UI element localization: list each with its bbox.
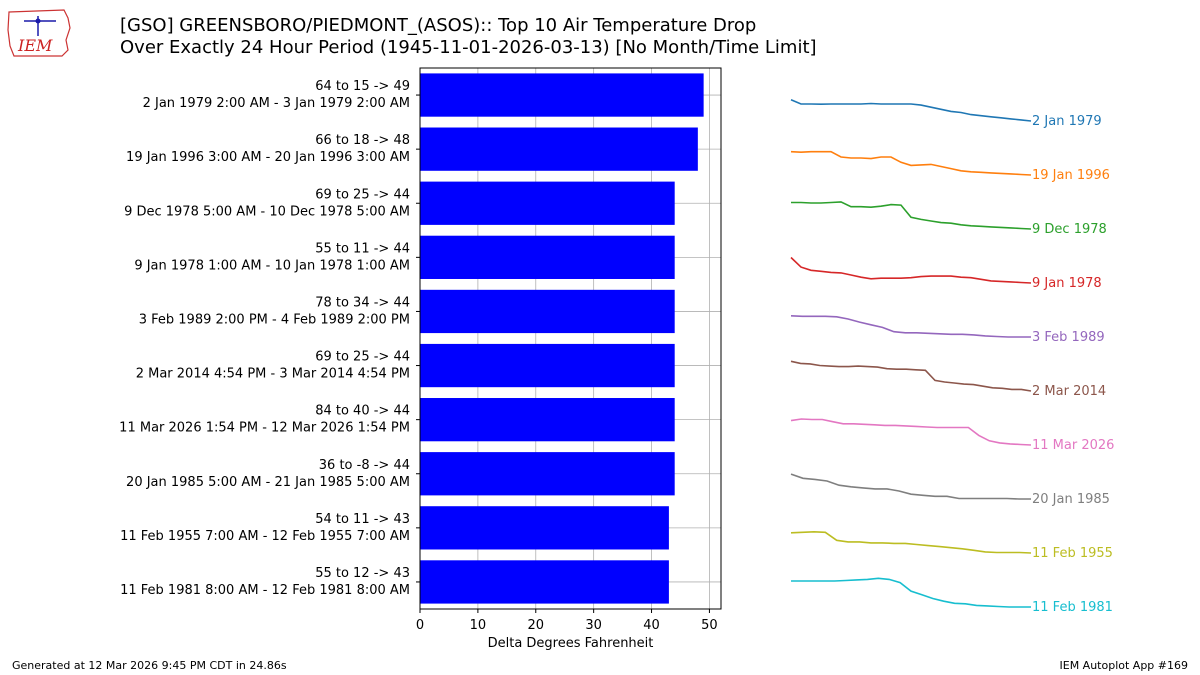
sparkline [790, 315, 1031, 338]
y-tick-label-range: 66 to 18 -> 48 [315, 133, 410, 148]
sparkline [790, 150, 1032, 176]
axes-frame [419, 67, 722, 610]
y-tick-label-range: 84 to 40 -> 44 [315, 404, 410, 419]
iem-logo-text: IEM [17, 36, 53, 55]
y-tick-label-range: 69 to 25 -> 44 [315, 350, 410, 365]
chart-title: [GSO] GREENSBORO/PIEDMONT_(ASOS):: Top 1… [120, 15, 817, 59]
app-identifier: IEM Autoplot App #169 [1059, 659, 1189, 672]
y-tick-label-period: 11 Feb 1981 8:00 AM - 12 Feb 1981 8:00 A… [120, 583, 410, 598]
sparkline [790, 530, 1032, 554]
generated-timestamp: Generated at 12 Mar 2026 9:45 PM CDT in … [12, 659, 287, 672]
y-tick-label-period: 20 Jan 1985 5:00 AM - 21 Jan 1985 5:00 A… [126, 475, 410, 490]
y-tick-label-range: 69 to 25 -> 44 [315, 187, 410, 202]
bar-layer [420, 73, 704, 604]
sparkline [791, 577, 1031, 608]
sparkline-label: 9 Jan 1978 [1032, 276, 1102, 291]
sparkline [790, 99, 1032, 122]
y-tick-label-range: 36 to -8 -> 44 [319, 458, 410, 473]
y-tick-label-period: 2 Mar 2014 4:54 PM - 3 Mar 2014 4:54 PM [136, 367, 410, 382]
bar [420, 181, 675, 225]
x-axis: 0 10 20 30 40 50 [416, 609, 718, 633]
sparkline [790, 418, 1032, 446]
y-tick-label-range: 54 to 11 -> 43 [315, 512, 410, 527]
y-tick-label-range: 55 to 11 -> 44 [315, 241, 410, 256]
bar [420, 73, 704, 117]
sparkline [790, 473, 1031, 500]
y-axis: 64 to 15 -> 49 2 Jan 1979 2:00 AM - 3 Jan… [119, 79, 420, 598]
x-tick-label: 50 [701, 618, 718, 633]
x-tick-label: 30 [585, 618, 602, 633]
bar [420, 398, 675, 442]
y-tick-label-period: 3 Feb 1989 2:00 PM - 4 Feb 1989 2:00 PM [139, 312, 410, 327]
sparkline-label: 2 Mar 2014 [1032, 384, 1106, 399]
x-axis-label: Delta Degrees Fahrenheit [488, 636, 654, 651]
bar [420, 560, 669, 604]
sparkline-label: 9 Dec 1978 [1032, 222, 1107, 237]
y-tick-label-period: 9 Dec 1978 5:00 AM - 10 Dec 1978 5:00 AM [124, 204, 410, 219]
bar [420, 506, 669, 550]
x-tick-label: 20 [527, 618, 544, 633]
title-line-2: Over Exactly 24 Hour Period (1945-11-01-… [120, 37, 817, 58]
sparkline-label: 11 Mar 2026 [1032, 438, 1114, 453]
sparkline [790, 360, 1032, 392]
y-tick-label-range: 55 to 12 -> 43 [315, 566, 410, 581]
y-tick-label-range: 64 to 15 -> 49 [315, 79, 410, 94]
y-tick-label-range: 78 to 34 -> 44 [315, 295, 410, 310]
y-tick-label-period: 19 Jan 1996 3:00 AM - 20 Jan 1996 3:00 A… [126, 150, 410, 165]
iem-logo: IEM [7, 9, 71, 57]
y-tick-label-period: 9 Jan 1978 1:00 AM - 10 Jan 1978 1:00 AM [134, 258, 410, 273]
bar [420, 452, 675, 496]
sparkline-label: 11 Feb 1955 [1032, 546, 1113, 561]
x-tick-label: 0 [416, 618, 424, 633]
sparkline-label: 11 Feb 1981 [1032, 600, 1113, 615]
bar [420, 127, 698, 171]
weather-vane-hub [35, 18, 41, 24]
y-tick-label-period: 11 Feb 1955 7:00 AM - 12 Feb 1955 7:00 A… [120, 529, 410, 544]
sparkline-label: 2 Jan 1979 [1032, 114, 1102, 129]
bar [420, 235, 675, 279]
sparkline [790, 256, 1032, 284]
sparkline-label: 20 Jan 1985 [1032, 492, 1110, 507]
y-tick-label-period: 2 Jan 1979 2:00 AM - 3 Jan 1979 2:00 AM [143, 96, 410, 111]
sparkline-label: 3 Feb 1989 [1032, 330, 1105, 345]
y-tick-label-period: 11 Mar 2026 1:54 PM - 12 Mar 2026 1:54 P… [119, 421, 410, 436]
x-tick-label: 40 [643, 618, 660, 633]
x-tick-label: 10 [470, 618, 487, 633]
bar [420, 289, 675, 334]
sparkline-label: 19 Jan 1996 [1032, 168, 1110, 183]
sparkline-panel: 2 Jan 1979 19 Jan 1996 9 Dec 1978 9 Jan 197… [790, 99, 1114, 615]
bar [420, 343, 675, 388]
sparkline [791, 201, 1032, 230]
title-line-1: [GSO] GREENSBORO/PIEDMONT_(ASOS):: Top 1… [120, 15, 757, 36]
